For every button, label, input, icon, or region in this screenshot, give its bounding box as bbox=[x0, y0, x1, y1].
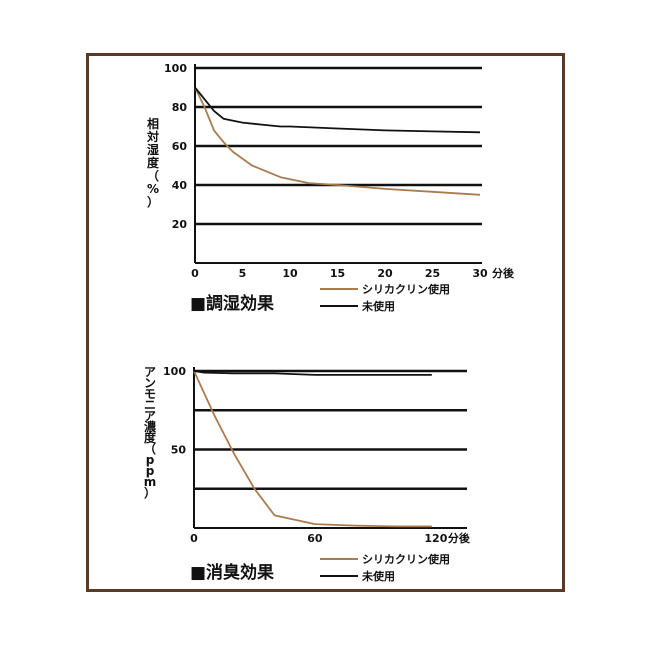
y-axis-label-char: 相 bbox=[147, 116, 159, 131]
y-axis-label-char: （ bbox=[147, 168, 159, 183]
y-axis-label: アンモニア濃度（ p p m） bbox=[144, 365, 157, 500]
y-tick-label: 100 bbox=[163, 365, 186, 378]
y-axis-label-char: p bbox=[146, 453, 155, 467]
y-axis-label-char: 度 bbox=[144, 430, 157, 445]
y-axis-label-char: モ bbox=[144, 387, 156, 401]
y-tick-label: 20 bbox=[172, 218, 188, 231]
y-tick-label: 50 bbox=[171, 444, 187, 457]
legend-label: シリカクリン使用 bbox=[362, 552, 450, 566]
x-tick-label: 120 bbox=[424, 532, 447, 545]
legend-label: 未使用 bbox=[361, 569, 395, 583]
y-axis-label-char: ニ bbox=[144, 398, 156, 412]
y-axis-label-char: ア bbox=[144, 365, 156, 379]
y-tick-label: 40 bbox=[172, 179, 188, 192]
x-tick-label: 30 bbox=[472, 267, 488, 280]
y-axis-label-char: ） bbox=[144, 485, 156, 500]
x-tick-label: 10 bbox=[282, 267, 298, 280]
y-axis-label-char: 度 bbox=[147, 155, 160, 170]
x-tick-label: 60 bbox=[307, 532, 323, 545]
y-axis-label-char: % bbox=[147, 182, 159, 196]
chart-title: ■調湿効果 bbox=[190, 293, 274, 314]
x-unit-label: 分後 bbox=[448, 531, 471, 545]
y-tick-label: 100 bbox=[164, 62, 187, 75]
legend-label: シリカクリン使用 bbox=[362, 282, 450, 296]
y-axis-label-char: m bbox=[144, 475, 157, 489]
series-line-1 bbox=[194, 86, 481, 134]
x-tick-label: 0 bbox=[190, 532, 198, 545]
y-axis-label-char: 湿 bbox=[147, 142, 159, 157]
y-axis-label-char: 濃 bbox=[144, 419, 157, 434]
series-line-0 bbox=[194, 87, 481, 196]
y-tick-label: 60 bbox=[172, 140, 188, 153]
chart-humidity: 20 40 60 80 100 0 5 10 15 20 25 30 分後 相対湿度（%） ■調湿効果 シリカ… bbox=[146, 62, 515, 314]
chart-frame bbox=[86, 53, 565, 592]
x-unit-label: 分後 bbox=[492, 266, 515, 280]
y-axis-label-char: （ bbox=[144, 441, 156, 456]
x-tick-label: 20 bbox=[377, 267, 393, 280]
y-axis-label-char: ア bbox=[144, 409, 156, 423]
chart-title: ■消臭効果 bbox=[190, 562, 274, 583]
series-line-0 bbox=[193, 370, 432, 528]
y-axis-label-char: 対 bbox=[146, 129, 159, 144]
x-tick-label: 25 bbox=[425, 267, 440, 280]
y-axis-label-char: p bbox=[146, 464, 155, 478]
x-tick-label: 5 bbox=[239, 267, 247, 280]
x-tick-label: 15 bbox=[330, 267, 345, 280]
legend-label: 未使用 bbox=[361, 299, 395, 313]
x-tick-label: 0 bbox=[191, 267, 199, 280]
y-axis-label-char: ） bbox=[147, 194, 159, 209]
y-axis-label-char: ン bbox=[144, 376, 156, 390]
series-line-1 bbox=[193, 370, 432, 376]
y-axis-label: 相対湿度（%） bbox=[146, 116, 160, 209]
y-tick-label: 80 bbox=[172, 101, 188, 114]
